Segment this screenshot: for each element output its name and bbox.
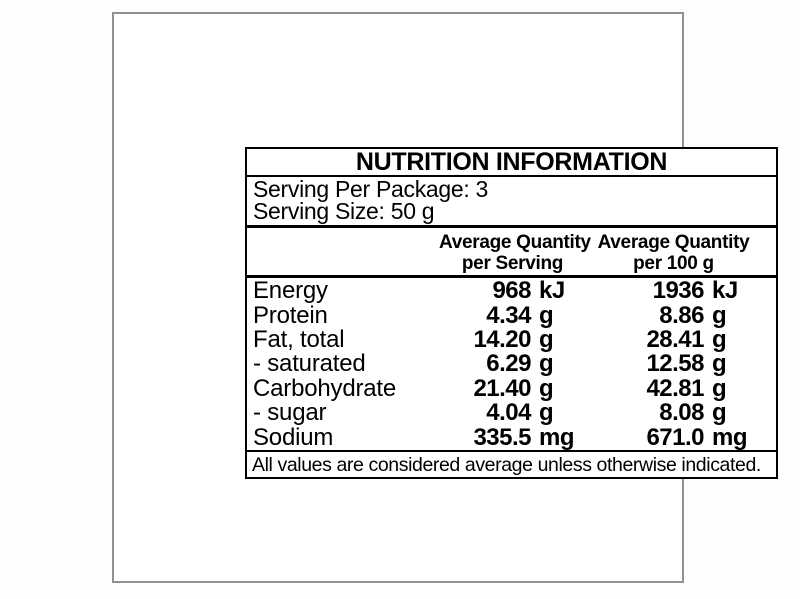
nutrient-name: Energy — [253, 277, 328, 305]
table-row-saturated: - saturated 6.29 g 12.58 g — [247, 352, 776, 376]
serving-size: Serving Size: 50 g — [253, 197, 435, 224]
value-per-100g: 12.58 g — [646, 350, 727, 378]
nutrient-table: Energy 968 kJ 1936 kJ Protein 4.34 g 8.86 g … — [247, 278, 776, 452]
value-per-100g: 42.81 g — [646, 374, 727, 402]
column-header-row: Average Quantity per Serving Average Qua… — [247, 228, 776, 278]
table-row-sugar: - sugar 4.04 g 8.08 g — [247, 401, 776, 425]
table-row-carbohydrate: Carbohydrate 21.40 g 42.81 g — [247, 374, 776, 402]
nutrient-name: Sodium — [253, 423, 334, 451]
nutrient-name: - sugar — [253, 399, 327, 427]
value-per-100g: 8.08 g — [659, 399, 727, 427]
value-per-serving: 968 kJ — [492, 277, 565, 305]
panel-title: NUTRITION INFORMATION — [247, 149, 776, 177]
value-per-serving: 6.29 g — [486, 350, 554, 378]
value-per-100g: 1936 kJ — [652, 277, 739, 305]
column-header-per-serving: Average Quantity per Serving — [439, 232, 591, 274]
nutrient-name: Fat, total — [253, 326, 345, 354]
table-row-energy: Energy 968 kJ 1936 kJ — [247, 279, 776, 303]
value-per-serving: 14.20 g — [473, 326, 554, 354]
table-row-sodium: Sodium 335.5 mg 671.0 mg — [247, 423, 776, 451]
photo-frame: NUTRITION INFORMATION Serving Per Packag… — [112, 12, 778, 583]
column-header-per-100g: Average Quantity per 100 g — [597, 232, 750, 274]
value-per-serving: 4.04 g — [486, 399, 554, 427]
table-row-fat-total: Fat, total 14.20 g 28.41 g — [247, 328, 776, 352]
footnote: All values are considered average unless… — [252, 454, 761, 476]
value-per-serving: 21.40 g — [473, 374, 554, 402]
serving-info: Serving Per Package: 3 Serving Size: 50 … — [247, 177, 776, 228]
nutrient-name: - saturated — [253, 350, 366, 378]
table-row-protein: Protein 4.34 g 8.86 g — [247, 301, 776, 329]
value-per-100g: 671.0 mg — [646, 423, 747, 451]
nutrient-name: Carbohydrate — [253, 374, 397, 402]
serving-per-package: Serving Per Package: 3 — [253, 176, 489, 202]
value-per-100g: 28.41 g — [646, 326, 727, 354]
nutrient-name: Protein — [253, 301, 328, 329]
value-per-serving: 4.34 g — [486, 301, 554, 329]
nutrition-information-panel: NUTRITION INFORMATION Serving Per Packag… — [245, 147, 778, 479]
value-per-serving: 335.5 mg — [473, 423, 574, 451]
value-per-100g: 8.86 g — [659, 301, 727, 329]
